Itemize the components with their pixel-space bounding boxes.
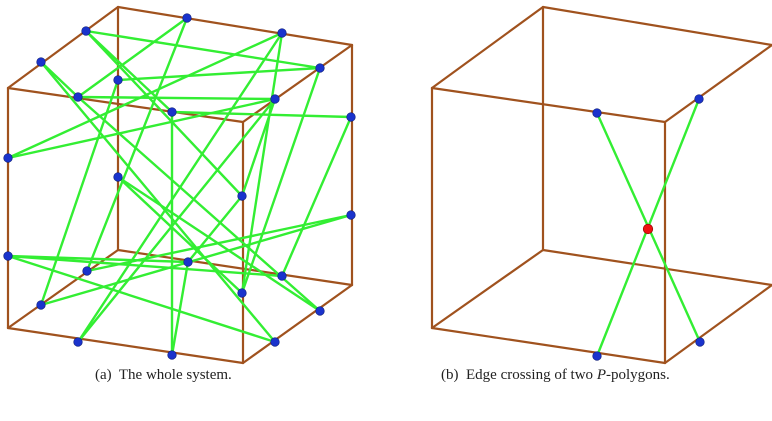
frame-edge — [541, 5, 772, 47]
vertex-dot — [237, 288, 247, 298]
polygon-edge — [76, 97, 277, 344]
caption-text: Edge crossing of two — [466, 367, 594, 383]
polygon-edge — [186, 194, 244, 264]
cube-frame — [430, 5, 772, 365]
vertex-dot — [695, 337, 705, 347]
panel-edge-crossing — [430, 5, 772, 365]
caption-a: (a) The whole system. — [95, 367, 232, 384]
vertex-dot — [346, 112, 356, 122]
caption-suffix: -polygons. — [605, 367, 670, 383]
vertex-dot — [81, 26, 91, 36]
frame-edge — [241, 43, 354, 124]
vertex-dot — [694, 94, 704, 104]
vertex-dot — [270, 94, 280, 104]
vertex-dot — [113, 75, 123, 85]
vertex-dot — [592, 351, 602, 361]
vertex-dot — [183, 257, 193, 267]
vertex-dot — [82, 266, 92, 276]
frame-edge — [663, 43, 772, 124]
frame-edge — [430, 86, 667, 124]
polygon-edge — [116, 175, 244, 295]
vertex-dot — [73, 337, 83, 347]
vertex-dot — [346, 210, 356, 220]
frame-edge — [541, 248, 772, 287]
caption-tag: (a) — [95, 367, 112, 383]
polygon-vertices — [3, 13, 356, 360]
polygon-edges — [6, 16, 353, 357]
frame-edge — [430, 5, 545, 90]
polygon-edge — [240, 31, 284, 295]
vertex-dot — [270, 337, 280, 347]
vertex-dot — [167, 107, 177, 117]
polygon-edge — [116, 66, 322, 82]
vertex-dot — [3, 251, 13, 261]
cube-frame — [6, 5, 354, 365]
polygon-edge — [6, 254, 284, 278]
polygon-edge — [6, 31, 284, 160]
frame-edge — [430, 326, 667, 365]
caption-b: (b) Edge crossing of two P-polygons. — [441, 367, 670, 384]
polygon-edge — [76, 16, 189, 99]
polygon-edge — [39, 78, 120, 307]
polygon-edge — [240, 97, 277, 198]
crossing-point — [642, 223, 654, 235]
vertex-dot — [36, 57, 46, 67]
vertex-dot — [315, 63, 325, 73]
caption-tag: (b) — [441, 367, 459, 383]
frame-edge — [116, 5, 354, 47]
polygon-edge — [6, 254, 277, 344]
vertex-dot — [237, 191, 247, 201]
vertex-dot — [277, 28, 287, 38]
frame-edge — [241, 283, 354, 365]
vertex-dot — [36, 300, 46, 310]
panel-whole-system — [3, 5, 356, 365]
vertex-dot — [3, 153, 13, 163]
vertex-dot — [113, 172, 123, 182]
vertex-dot — [167, 350, 177, 360]
frame-edge — [430, 248, 545, 330]
polygon-vertices — [592, 94, 705, 361]
polygon-edge — [84, 29, 244, 198]
caption-variable: P — [596, 367, 606, 383]
polygon-edge — [170, 260, 190, 357]
frame-edge — [663, 283, 772, 365]
polygon-edge — [39, 60, 277, 344]
frame-edge — [6, 326, 245, 365]
polygon-edge — [84, 29, 322, 70]
frame-edge — [6, 5, 120, 90]
vertex-dot — [277, 271, 287, 281]
vertex-dot — [182, 13, 192, 23]
polygon-edge — [85, 16, 189, 273]
polygon-edge — [39, 213, 353, 307]
caption-text: The whole system. — [118, 367, 232, 383]
vertex-dot — [592, 108, 602, 118]
polygon-edge — [280, 115, 353, 278]
polygon-edge — [76, 95, 277, 101]
polygon-edge — [240, 66, 322, 295]
vertex-dot — [315, 306, 325, 316]
vertex-dot — [73, 92, 83, 102]
